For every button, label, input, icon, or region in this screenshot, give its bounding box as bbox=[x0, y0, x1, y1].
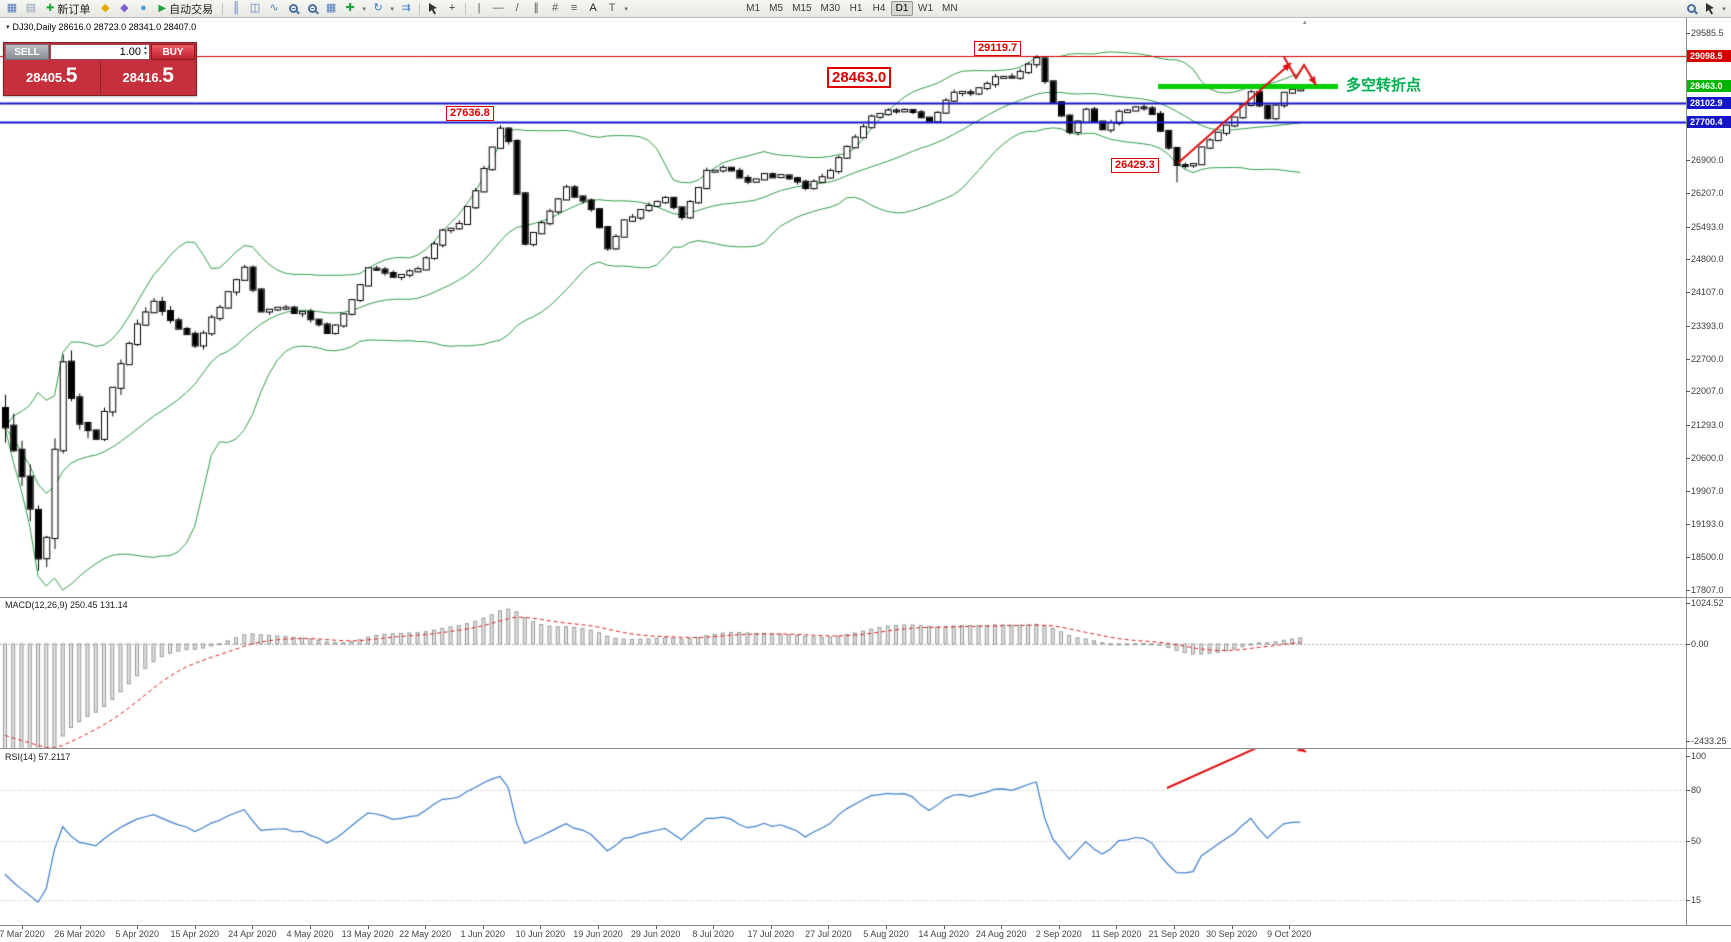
buy-button[interactable]: BUY bbox=[151, 44, 195, 60]
macd-panel-separator[interactable] bbox=[0, 597, 1731, 598]
price-axis[interactable] bbox=[1687, 17, 1731, 925]
vertical-line-tool-icon[interactable]: | bbox=[477, 2, 481, 14]
sell-price[interactable]: 28405. 5 bbox=[4, 61, 100, 94]
jun-high-label[interactable]: 27636.8 bbox=[446, 106, 494, 121]
line-chart-mode-icon[interactable]: ∿ bbox=[269, 2, 279, 14]
buy-price-main: 28416. bbox=[122, 70, 163, 85]
pointer-icon[interactable] bbox=[1701, 1, 1719, 16]
market-icon[interactable]: ◆ bbox=[120, 2, 129, 14]
chart-canvas[interactable] bbox=[0, 17, 1686, 925]
new-order-button-icon: ✚ bbox=[46, 2, 55, 14]
trade-panel-divider bbox=[99, 61, 101, 94]
turning-point-annotation[interactable]: 多空转折点 bbox=[1346, 77, 1422, 94]
trendline-tool-icon[interactable]: / bbox=[515, 2, 519, 14]
auto-trading-button-label: 自动交易 bbox=[169, 3, 214, 16]
indicators-dropdown-icon[interactable]: ▾ bbox=[362, 5, 366, 13]
timeframe-button-m15[interactable]: M15 bbox=[792, 3, 812, 14]
shapes-tool-icon[interactable]: ≡ bbox=[570, 2, 578, 14]
chart-title: ▾ DJ30,Daily 28616.0 28723.0 28341.0 284… bbox=[6, 22, 196, 32]
sell-price-big-digit: 5 bbox=[65, 64, 78, 87]
cursor-tool-icon[interactable] bbox=[424, 1, 442, 16]
search-icon-glyph bbox=[1686, 4, 1696, 13]
rsi-panel-separator[interactable] bbox=[0, 748, 1731, 749]
charts-grid-icon[interactable]: ▦ bbox=[6, 2, 18, 14]
search-icon[interactable] bbox=[1682, 1, 1700, 16]
rsi-indicator-label: RSI(14) 57.2117 bbox=[5, 752, 71, 762]
volume-field[interactable]: 1.00 ▴ ▾ bbox=[50, 44, 150, 60]
bar-chart-mode-icon[interactable]: ║ bbox=[232, 2, 240, 14]
volume-value[interactable]: 1.00 bbox=[119, 46, 141, 58]
volume-spinner[interactable]: ▴ ▾ bbox=[143, 45, 147, 58]
auto-trading-button-icon: ▶ bbox=[158, 2, 167, 14]
sep-high-label[interactable]: 29119.7 bbox=[974, 41, 1022, 56]
toolbar-separator bbox=[222, 2, 224, 15]
auto-scroll-icon[interactable]: ↻ bbox=[373, 2, 383, 14]
new-order-button-label: 新订单 bbox=[57, 3, 91, 16]
profile-window-icon[interactable]: ▤ bbox=[25, 2, 37, 14]
zoom-out-icon-glyph bbox=[307, 4, 317, 13]
chart-shift-icon[interactable]: ⇉ bbox=[401, 2, 411, 14]
spin-down-icon[interactable]: ▾ bbox=[143, 51, 147, 57]
timeframe-button-mn[interactable]: MN bbox=[942, 3, 958, 14]
timeframes-dropdown-icon[interactable]: ▾ bbox=[390, 5, 394, 13]
timeframe-button-d1[interactable]: D1 bbox=[891, 1, 913, 16]
chart-title-text: DJ30,Daily 28616.0 28723.0 28341.0 28407… bbox=[12, 22, 197, 32]
timeframe-button-m1[interactable]: M1 bbox=[746, 3, 761, 14]
spin-up-icon[interactable]: ▴ bbox=[143, 45, 147, 51]
timeframe-button-m30[interactable]: M30 bbox=[820, 3, 840, 14]
metaeditor-icon[interactable]: ◆ bbox=[101, 2, 110, 14]
zoom-out-icon[interactable] bbox=[303, 1, 321, 16]
buy-price[interactable]: 28416. 5 bbox=[101, 61, 197, 94]
zoom-in-icon[interactable] bbox=[284, 1, 302, 16]
scroll-position-marker: ▴ bbox=[1303, 19, 1307, 26]
buy-price-big-digit: 5 bbox=[162, 64, 174, 87]
arrows-tool-icon[interactable]: T bbox=[608, 2, 616, 14]
arrows-dropdown-icon[interactable]: ▾ bbox=[624, 5, 628, 13]
crosshair-tool-icon[interactable]: + bbox=[448, 2, 456, 14]
auto-trading-button[interactable]: ▶ 自动交易 bbox=[153, 1, 218, 16]
date-axis-separator bbox=[0, 925, 1731, 926]
history-center-icon[interactable]: ● bbox=[140, 2, 147, 14]
candlestick-mode-icon[interactable]: ◫ bbox=[249, 2, 261, 14]
toolbar-separator bbox=[419, 2, 421, 15]
sell-price-main: 28405. bbox=[26, 70, 66, 85]
toolbar-separator bbox=[465, 2, 467, 15]
timeframe-button-w1[interactable]: W1 bbox=[918, 3, 933, 14]
channel-tool-icon[interactable]: ∥ bbox=[533, 2, 539, 14]
timeframe-button-h4[interactable]: H4 bbox=[872, 3, 886, 14]
text-tool-icon[interactable]: A bbox=[589, 2, 597, 14]
turning-level-label[interactable]: 28463.0 bbox=[827, 67, 892, 88]
timeframe-button-m5[interactable]: M5 bbox=[769, 3, 784, 14]
horizontal-line-tool-icon[interactable]: — bbox=[492, 2, 504, 14]
one-click-trade-panel: SELL 1.00 ▴ ▾ BUY 28405. 5 28416. 5 bbox=[3, 42, 197, 96]
sell-button[interactable]: SELL bbox=[5, 44, 49, 60]
date-axis[interactable] bbox=[0, 926, 1731, 942]
new-order-button[interactable]: ✚ 新订单 bbox=[41, 1, 95, 16]
fibonacci-tool-icon[interactable]: # bbox=[552, 2, 559, 14]
price-axis-border bbox=[1686, 17, 1687, 925]
collapse-one-click-icon[interactable]: ▾ bbox=[6, 24, 10, 31]
macd-indicator-label: MACD(12,26,9) 250.45 131.14 bbox=[5, 600, 128, 610]
trade-panel-prices: 28405. 5 28416. 5 bbox=[4, 61, 196, 94]
timeframe-button-h1[interactable]: H1 bbox=[849, 3, 863, 14]
pointer-dropdown-icon[interactable]: ▾ bbox=[1722, 5, 1726, 13]
trade-panel-controls: SELL 1.00 ▴ ▾ BUY bbox=[4, 43, 196, 61]
tile-windows-icon[interactable]: ▦ bbox=[325, 2, 337, 14]
zoom-in-icon-glyph bbox=[288, 4, 298, 13]
sep-low-label[interactable]: 26429.3 bbox=[1111, 158, 1159, 173]
indicators-icon[interactable]: ✚ bbox=[345, 2, 355, 14]
top-toolbar: ▦ ▤ ✚ 新订单 ◆ ◆ ● ▶ 自动交易 ║ ◫ ∿ ▦ ✚ ▾ ↻ ▾ ⇉ + | — / ∥ # ≡ A T ▾ M1 M5 M15… bbox=[0, 0, 1731, 18]
